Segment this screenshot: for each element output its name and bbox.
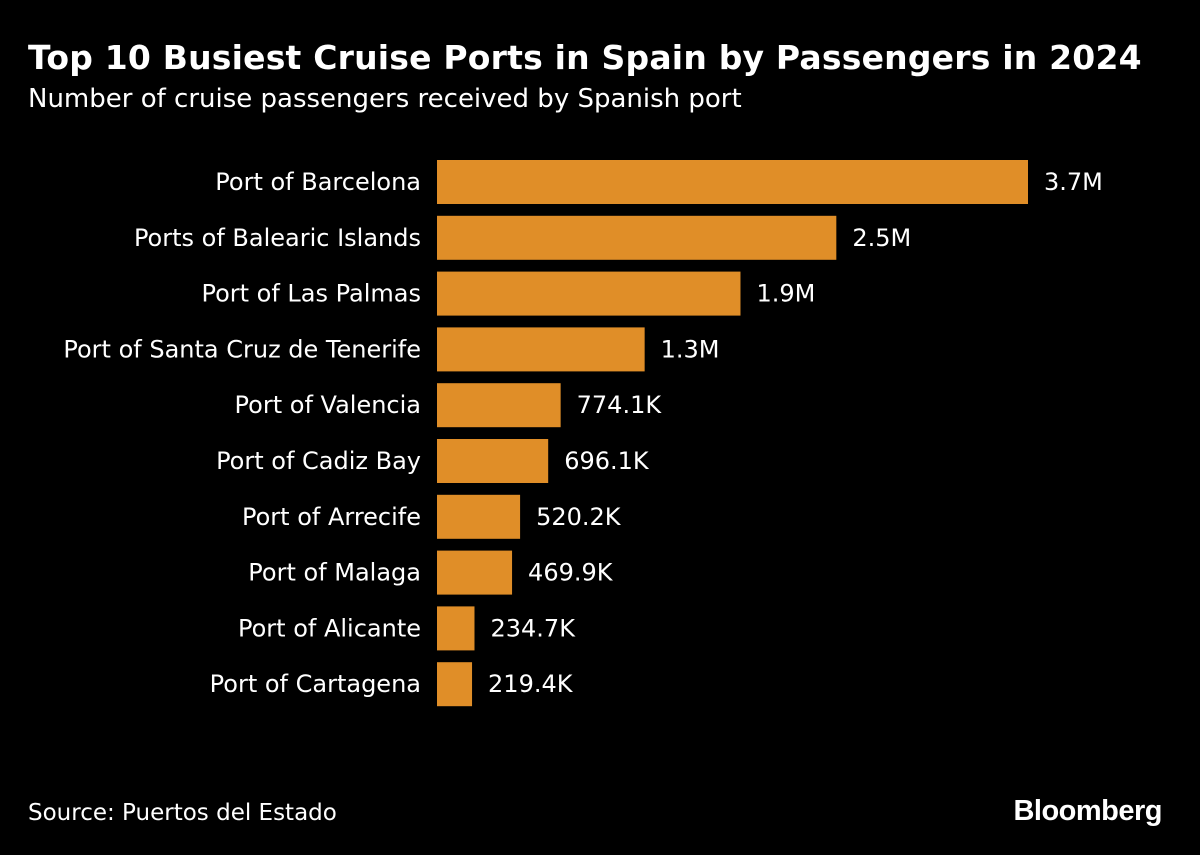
bar: [437, 550, 513, 595]
bar: [437, 160, 1028, 204]
value-label: 520.2K: [536, 503, 622, 531]
category-label: Port of Arrecife: [242, 503, 421, 531]
chart-subtitle: Number of cruise passengers received by …: [28, 84, 742, 114]
value-label: 469.9K: [528, 559, 614, 587]
category-label: Port of Barcelona: [215, 168, 421, 196]
value-label: 219.4K: [488, 670, 574, 698]
source-note: Source: Puertos del Estado: [28, 800, 337, 826]
bar: [437, 606, 475, 651]
category-label: Port of Las Palmas: [201, 280, 421, 308]
bar: [437, 271, 741, 316]
bar: [437, 439, 549, 483]
value-label: 774.1K: [577, 391, 663, 419]
value-label: 1.9M: [756, 280, 815, 308]
chart-title: Top 10 Busiest Cruise Ports in Spain by …: [28, 38, 1142, 77]
value-label: 3.7M: [1044, 168, 1103, 196]
bar: [437, 215, 837, 260]
category-label: Port of Valencia: [235, 391, 421, 419]
category-label: Port of Cartagena: [210, 670, 421, 698]
bar-chart: Port of Barcelona 3.7M Ports of Balearic I…: [63, 160, 1103, 707]
value-label: 1.3M: [661, 335, 720, 363]
bar: [437, 494, 521, 539]
bar: [437, 383, 561, 428]
value-label: 696.1K: [564, 447, 650, 475]
category-label: Port of Malaga: [248, 559, 421, 587]
value-label: 2.5M: [852, 224, 911, 252]
value-label: 234.7K: [490, 614, 576, 642]
category-label: Port of Cadiz Bay: [216, 447, 421, 475]
category-label: Ports of Balearic Islands: [134, 224, 421, 252]
category-label: Port of Alicante: [238, 614, 421, 642]
bar: [437, 662, 473, 707]
category-label: Port of Santa Cruz de Tenerife: [63, 335, 421, 363]
bar: [437, 327, 645, 372]
bloomberg-logo: Bloomberg: [1013, 795, 1162, 827]
